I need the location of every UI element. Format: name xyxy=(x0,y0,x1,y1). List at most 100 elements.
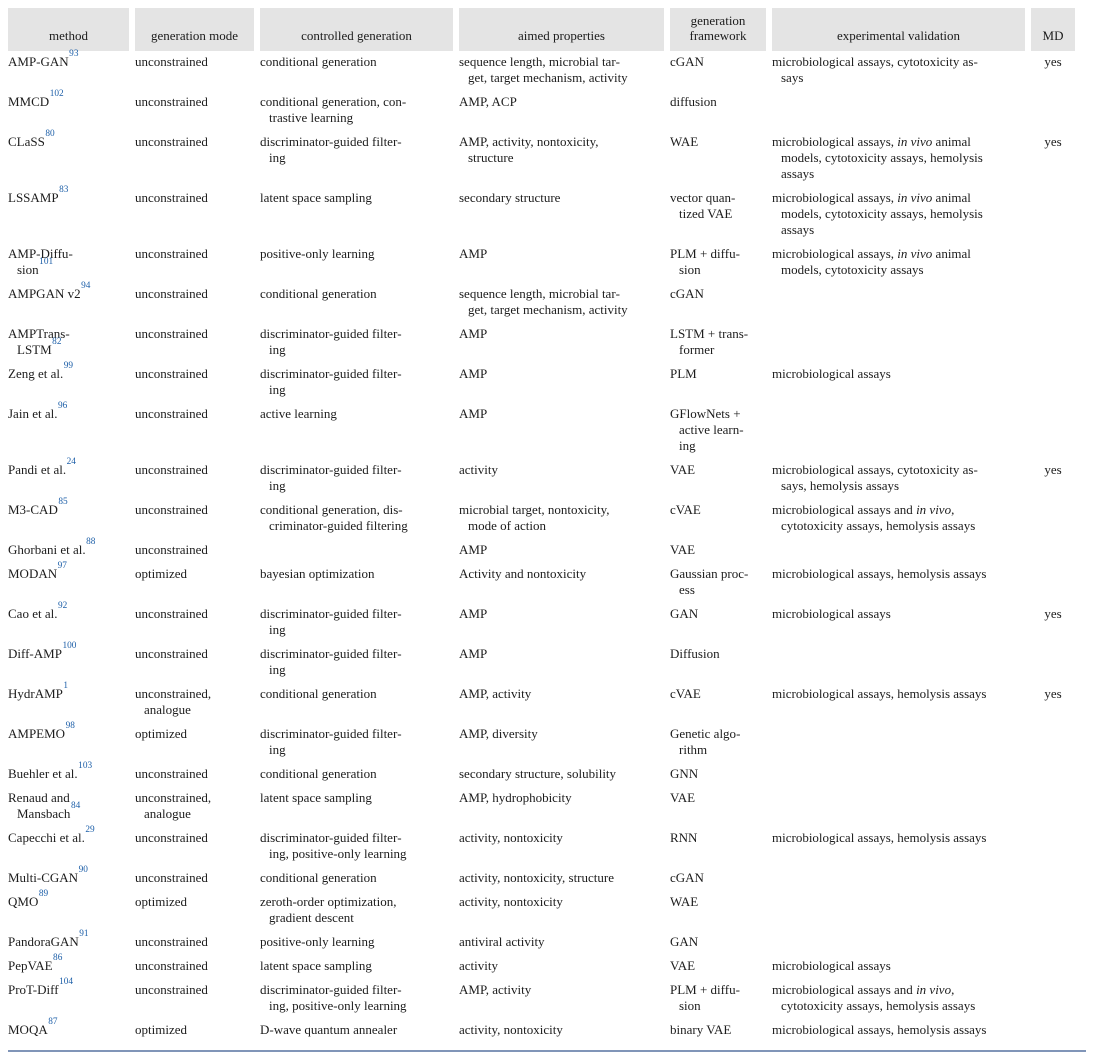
cell-experimental-validation xyxy=(772,931,1025,955)
method-name: MOQA xyxy=(8,1022,48,1037)
cell-generation-mode: unconstrained xyxy=(135,406,208,421)
method-name: Zeng et al. xyxy=(8,366,64,381)
cell-controlled-generation: discriminator-guided filter­ing xyxy=(260,606,402,637)
cell-experimental-validation: microbiological assays, hemolysis assays xyxy=(772,1022,987,1037)
cell-generation-mode: unconstrained xyxy=(135,766,208,781)
cell-generation-mode: unconstrained xyxy=(135,870,208,885)
cell-md xyxy=(1031,187,1075,243)
cell-generation-framework: GFlowNets + active learn­ing xyxy=(670,406,744,453)
cell-md xyxy=(1031,1019,1075,1043)
cell-controlled-generation: conditional generation, dis­criminator-g… xyxy=(260,502,408,533)
cell-controlled-generation: discriminator-guided filter­ing xyxy=(260,462,402,493)
cell-md: yes xyxy=(1044,462,1062,477)
method-citation-ref: 94 xyxy=(81,281,91,292)
cell-generation-mode: unconstrained xyxy=(135,366,208,381)
cell-generation-mode: unconstrained xyxy=(135,830,208,845)
cell-generation-framework: cGAN xyxy=(670,286,704,301)
cell-experimental-validation: microbiological assays, in vivo animal m… xyxy=(772,246,971,277)
cell-aimed-properties: AMP, hydrophobicity xyxy=(459,790,572,805)
cell-method: MOQA87 xyxy=(8,1017,129,1043)
method-name: MMCD xyxy=(8,94,50,109)
cell-md xyxy=(1031,955,1075,979)
table-body: AMP-GAN93 unconstrained conditional gene… xyxy=(8,50,1075,1043)
cell-aimed-properties: sequence length, microbial tar­get, targ… xyxy=(459,54,628,85)
table-row: Cao et al.92 unconstrained discriminator… xyxy=(8,602,1075,643)
column-header-properties: aimed properties xyxy=(459,8,664,51)
cell-generation-mode: unconstrained xyxy=(135,606,208,621)
method-citation-ref: 87 xyxy=(48,1017,58,1028)
table-row: MODAN97 optimized bayesian optimization … xyxy=(8,562,1075,603)
method-citation-ref: 86 xyxy=(53,953,63,964)
method-name: AMP-Diffu­sion xyxy=(8,246,73,277)
method-citation-ref: 83 xyxy=(59,185,69,196)
cell-generation-mode: unconstrained xyxy=(135,982,208,997)
cell-generation-framework: cVAE xyxy=(670,502,701,517)
cell-generation-framework: WAE xyxy=(670,894,699,909)
cell-generation-framework: VAE xyxy=(670,958,696,973)
cell-aimed-properties: microbial target, nontoxicity, mode of a… xyxy=(459,502,610,533)
cell-experimental-validation xyxy=(772,723,1025,763)
cell-method: M3-CAD85 xyxy=(8,498,129,539)
table-row: Jain et al.96 unconstrained active learn… xyxy=(8,402,1075,459)
column-header-validation: experimental validation xyxy=(772,8,1025,51)
cell-controlled-generation: zeroth-order optimization, gradient desc… xyxy=(260,894,397,925)
cell-controlled-generation: active learning xyxy=(260,406,337,421)
cell-generation-framework: cGAN xyxy=(670,870,704,885)
cell-generation-mode: unconstrained xyxy=(135,958,208,973)
table-row: PandoraGAN91 unconstrained positive-only… xyxy=(8,929,1075,955)
cell-experimental-validation: microbiological assays xyxy=(772,606,891,621)
cell-method: CLaSS80 xyxy=(8,130,129,187)
cell-controlled-generation: discriminator-guided filter­ing xyxy=(260,646,402,677)
cell-experimental-validation: microbiological assays, cytotoxicity as­… xyxy=(772,462,978,493)
cell-md xyxy=(1031,363,1075,403)
table-row: M3-CAD85 unconstrained conditional gener… xyxy=(8,498,1075,539)
cell-method: Ghorbani et al.88 xyxy=(8,538,129,563)
cell-aimed-properties: antiviral activity xyxy=(459,934,545,949)
cell-experimental-validation: microbiological assays, hemolysis assays xyxy=(772,830,987,845)
method-name: Capecchi et al. xyxy=(8,830,85,845)
cell-aimed-properties: AMP, activity, nontoxicity, structure xyxy=(459,134,599,165)
cell-experimental-validation: microbiological assays, hemolysis assays xyxy=(772,686,987,701)
cell-generation-framework: GAN xyxy=(670,934,699,949)
cell-method: HydrAMP1 xyxy=(8,682,129,723)
method-name: LSSAMP xyxy=(8,190,59,205)
table-row: PepVAE86 unconstrained latent space samp… xyxy=(8,953,1075,979)
table-row: LSSAMP83 unconstrained latent space samp… xyxy=(8,185,1075,243)
cell-md xyxy=(1031,827,1075,867)
table-row: Pandi et al.24 unconstrained discriminat… xyxy=(8,458,1075,499)
cell-method: Cao et al.92 xyxy=(8,602,129,643)
cell-generation-mode: unconstrained xyxy=(135,502,208,517)
cell-md: yes xyxy=(1044,134,1062,149)
method-citation-ref: 29 xyxy=(85,825,95,836)
cell-generation-framework: WAE xyxy=(670,134,699,149)
method-name: AMPEMO xyxy=(8,726,66,741)
cell-method: ProT-Diff104 xyxy=(8,978,129,1019)
cell-experimental-validation: microbiological assays, hemolysis assays xyxy=(772,566,987,581)
cell-controlled-generation: conditional generation xyxy=(260,766,377,781)
cell-controlled-generation: conditional generation xyxy=(260,870,377,885)
method-citation-ref: 91 xyxy=(79,929,89,940)
method-name: Ghorbani et al. xyxy=(8,542,86,557)
cell-md xyxy=(1031,91,1075,131)
cell-experimental-validation: microbiological assays, cytotoxicity as­… xyxy=(772,54,978,85)
cell-md xyxy=(1031,787,1075,827)
cell-generation-framework: diffusion xyxy=(670,94,717,109)
method-name: AMP-GAN xyxy=(8,54,69,69)
cell-md: yes xyxy=(1044,54,1062,69)
cell-aimed-properties: activity, nontoxicity, structure xyxy=(459,870,614,885)
cell-generation-mode: optimized xyxy=(135,1022,187,1037)
cell-aimed-properties: AMP, diversity xyxy=(459,726,538,741)
cell-generation-framework: vector quan­tized VAE xyxy=(670,190,736,221)
table-row: QMO89 optimized zeroth-order optimizatio… xyxy=(8,890,1075,931)
cell-md xyxy=(1031,499,1075,539)
cell-generation-mode: unconstrained, analogue xyxy=(135,686,212,717)
cell-experimental-validation: microbiological assays xyxy=(772,958,891,973)
table-row: HydrAMP1 unconstrained, analogue conditi… xyxy=(8,682,1075,723)
cell-method: AMPTrans-LSTM82 xyxy=(8,323,129,363)
cell-generation-mode: unconstrained, analogue xyxy=(135,790,212,821)
cell-aimed-properties: AMP xyxy=(459,646,488,661)
table-row: Capecchi et al.29 unconstrained discrimi… xyxy=(8,825,1075,867)
method-name: Pandi et al. xyxy=(8,462,67,477)
cell-aimed-properties: AMP xyxy=(459,542,488,557)
